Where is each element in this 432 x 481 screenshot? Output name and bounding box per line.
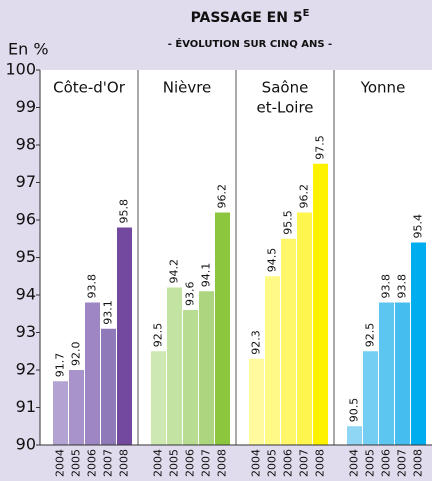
y-tick-label: 97 (16, 172, 36, 191)
x-tick-label: 2004 (152, 449, 165, 477)
panel-name: Yonne (360, 79, 406, 97)
y-tick-label: 100 (5, 60, 36, 79)
bar (297, 212, 312, 445)
title-text: PASSAGE EN 5 (191, 10, 303, 26)
bar (117, 227, 132, 445)
x-tick-label: 2004 (250, 449, 263, 477)
bar (395, 302, 410, 445)
bar (313, 163, 328, 445)
bar (347, 426, 362, 445)
bar (265, 276, 280, 445)
bar (249, 358, 264, 445)
x-tick-label: 2006 (380, 449, 393, 477)
x-tick-label: 2006 (282, 449, 295, 477)
x-tick-label: 2007 (298, 449, 311, 477)
x-tick-label: 2005 (266, 449, 279, 477)
chart-title: PASSAGE EN 5E (191, 8, 310, 26)
panel-name: et-Loire (256, 99, 313, 117)
x-tick-label: 2007 (200, 449, 213, 477)
value-label: 91.7 (54, 353, 67, 378)
value-label: 92.5 (152, 323, 165, 348)
x-tick-label: 2004 (348, 449, 361, 477)
bar (101, 328, 116, 445)
value-label: 96.2 (298, 184, 311, 209)
value-label: 93.1 (102, 300, 115, 325)
x-tick-label: 2008 (314, 449, 327, 477)
panel-name: Nièvre (163, 79, 212, 97)
panel-name: Côte-d'Or (53, 79, 126, 97)
value-label: 97.5 (314, 135, 327, 160)
value-label: 92.0 (70, 342, 83, 367)
y-tick-label: 95 (16, 247, 36, 266)
y-tick-label: 94 (16, 285, 36, 304)
y-tick-label: 99 (16, 97, 36, 116)
chart-subtitle: - ÉVOLUTION SUR CINQ ANS - (168, 37, 332, 50)
bar (379, 302, 394, 445)
bar (53, 381, 68, 445)
panel-name: Saône (262, 79, 309, 97)
value-label: 95.5 (282, 210, 295, 235)
value-label: 94.5 (266, 248, 279, 273)
y-tick-label: 91 (16, 397, 36, 416)
y-tick-label: 96 (16, 210, 36, 229)
value-label: 94.2 (168, 259, 181, 284)
value-label: 93.6 (184, 282, 197, 307)
value-label: 93.8 (380, 274, 393, 299)
bar (183, 310, 198, 445)
y-axis-label: En % (8, 40, 49, 59)
x-tick-label: 2007 (396, 449, 409, 477)
y-tick-label: 98 (16, 135, 36, 154)
value-label: 92.5 (364, 323, 377, 348)
bar (281, 238, 296, 445)
x-tick-label: 2004 (54, 449, 67, 477)
x-tick-label: 2008 (216, 449, 229, 477)
x-tick-label: 2008 (118, 449, 131, 477)
value-label: 96.2 (216, 184, 229, 209)
bar (85, 302, 100, 445)
y-tick-label: 90 (16, 435, 36, 454)
value-label: 93.8 (396, 274, 409, 299)
value-label: 94.1 (200, 263, 213, 288)
value-label: 92.3 (250, 330, 263, 355)
bar (167, 287, 182, 445)
value-label: 95.4 (412, 214, 425, 239)
bar (411, 242, 426, 445)
x-tick-label: 2005 (168, 449, 181, 477)
bar (151, 351, 166, 445)
y-tick-label: 93 (16, 322, 36, 341)
x-tick-label: 2007 (102, 449, 115, 477)
bar (69, 370, 84, 445)
x-tick-label: 2005 (364, 449, 377, 477)
value-label: 95.8 (118, 199, 131, 224)
x-tick-label: 2006 (184, 449, 197, 477)
title-superscript: E (303, 8, 310, 19)
y-tick-label: 92 (16, 360, 36, 379)
x-tick-label: 2006 (86, 449, 99, 477)
value-label: 93.8 (86, 274, 99, 299)
x-tick-label: 2005 (70, 449, 83, 477)
x-tick-label: 2008 (412, 449, 425, 477)
bar (363, 351, 378, 445)
bar (199, 291, 214, 445)
bar (215, 212, 230, 445)
value-label: 90.5 (348, 398, 361, 423)
